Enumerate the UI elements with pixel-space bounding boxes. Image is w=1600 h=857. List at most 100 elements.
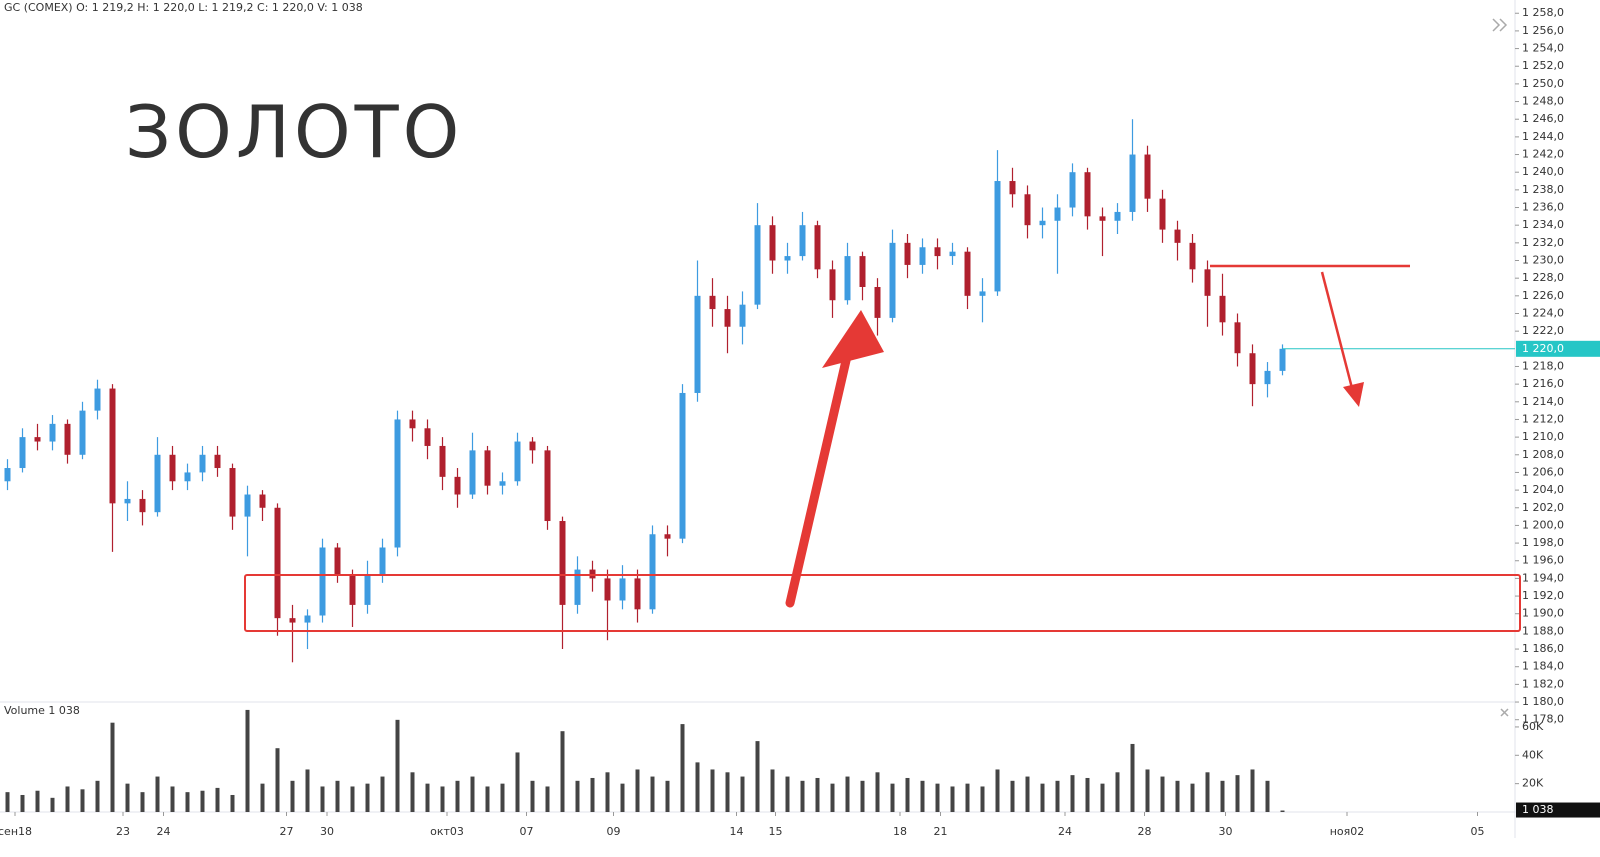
volume-bar: [155, 776, 160, 812]
candle-body: [334, 547, 341, 574]
candle-body: [1084, 172, 1091, 217]
candle-body: [544, 450, 551, 522]
y-tick-label: 1 252,0: [1522, 59, 1564, 72]
volume-bar: [185, 792, 190, 812]
candle-body: [589, 569, 596, 579]
volume-bar: [365, 783, 370, 812]
candle-body: [604, 578, 611, 601]
y-tick-label: 1 178,0: [1522, 713, 1564, 726]
volume-bar: [515, 752, 520, 812]
volume-bar: [860, 780, 865, 812]
volume-bar: [1160, 776, 1165, 812]
y-tick-label: 1 214,0: [1522, 395, 1564, 408]
y-tick-label: 1 190,0: [1522, 607, 1564, 620]
candle-body: [1114, 211, 1121, 221]
volume-bar: [470, 776, 475, 812]
volume-bar: [1190, 783, 1195, 812]
volume-bar: [35, 790, 40, 812]
volume-bar: [1070, 775, 1075, 812]
candle-body: [64, 423, 71, 455]
candle-body: [919, 247, 926, 265]
candle-body: [1174, 229, 1181, 243]
candle-body: [109, 388, 116, 504]
y-tick-label: 1 202,0: [1522, 501, 1564, 514]
down-arrow-head: [1343, 382, 1364, 407]
candle-body: [559, 521, 566, 605]
volume-bar: [890, 783, 895, 812]
chart-title: GC (COMEX) O: 1 219,2 H: 1 220,0 L: 1 21…: [4, 1, 363, 14]
y-tick-label: 1 196,0: [1522, 554, 1564, 567]
volume-bar: [320, 786, 325, 812]
last-price-badge: [1516, 340, 1600, 357]
y-tick-label: 1 256,0: [1522, 24, 1564, 37]
x-tick-label: 14: [730, 825, 744, 838]
candle-body: [1054, 207, 1061, 221]
volume-bar: [875, 772, 880, 812]
candle-body: [574, 569, 581, 605]
candle-body: [709, 295, 716, 310]
candle-body: [184, 472, 191, 482]
candle-body: [379, 547, 386, 574]
volume-bar: [440, 786, 445, 812]
volume-bar: [545, 786, 550, 812]
volume-bar: [650, 776, 655, 812]
volume-bar: [620, 783, 625, 812]
volume-bar: [710, 769, 715, 812]
candle-body: [904, 242, 911, 265]
candle-body: [1129, 154, 1136, 212]
candle-body: [409, 419, 416, 429]
y-tick-label: 1 206,0: [1522, 465, 1564, 478]
volume-bar: [1025, 776, 1030, 812]
support-zone: [244, 574, 1521, 632]
candle-body: [1279, 348, 1286, 371]
candle-body: [1204, 269, 1211, 296]
volume-bar: [170, 786, 175, 812]
volume-bar: [230, 794, 235, 812]
x-tick-label: 30: [1219, 825, 1233, 838]
x-tick-label: 09: [607, 825, 621, 838]
volume-bar: [80, 789, 85, 812]
volume-bar: [500, 783, 505, 812]
last-price-label: 1 220,0: [1522, 342, 1564, 355]
volume-bar: [950, 786, 955, 812]
candle-body: [169, 454, 176, 482]
volume-bar: [830, 783, 835, 812]
volume-bar: [770, 769, 775, 812]
candle-body: [1159, 198, 1166, 230]
y-tick-label: 1 250,0: [1522, 77, 1564, 90]
volume-title: Volume 1 038: [4, 704, 80, 717]
candle-body: [1219, 295, 1226, 323]
volume-bar: [1010, 780, 1015, 812]
candle-body: [1189, 242, 1196, 270]
marks: 1 178,0 1 180,0 1 182,0 1 184,0 1 186,0 1 188…: [0, 6, 1600, 838]
x-tick-label: 30: [320, 825, 334, 838]
candle-body: [424, 428, 431, 446]
candle-body: [349, 573, 356, 605]
volume-bar: [110, 722, 115, 812]
volume-bar: [1265, 780, 1270, 812]
volume-bar: [425, 783, 430, 812]
expand-icon[interactable]: [1492, 18, 1508, 32]
volume-bar: [1115, 772, 1120, 812]
volume-bar: [755, 741, 760, 812]
volume-bar: [935, 783, 940, 812]
volume-bar: [785, 776, 790, 812]
candle-body: [664, 534, 671, 539]
candle-body: [1039, 220, 1046, 226]
candle-body: [679, 392, 686, 539]
y-tick-label: 1 228,0: [1522, 271, 1564, 284]
candle-body: [454, 476, 461, 495]
candle-body: [364, 573, 371, 605]
candle-body: [694, 295, 701, 393]
close-icon[interactable]: [1500, 708, 1509, 717]
volume-bar: [995, 769, 1000, 812]
y-tick-label: 1 216,0: [1522, 377, 1564, 390]
volume-tick-label: 20K: [1522, 777, 1544, 790]
candle-body: [1234, 322, 1241, 354]
y-tick-label: 1 242,0: [1522, 148, 1564, 161]
x-tick-label: окт03: [430, 825, 464, 838]
x-tick-label: 24: [1058, 825, 1072, 838]
volume-bar: [200, 790, 205, 812]
candle-body: [754, 225, 761, 305]
candle-body: [724, 309, 731, 327]
